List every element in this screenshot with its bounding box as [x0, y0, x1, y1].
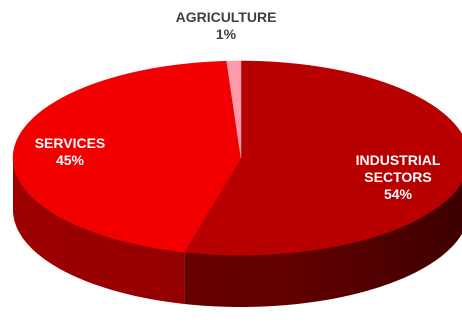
pie-labels: INDUSTRIAL SECTORS 54% AGRICULTURE 1% SERVICE…: [35, 9, 441, 202]
slice-label-industrial-sectors: INDUSTRIAL SECTORS 54%: [356, 152, 441, 202]
pie-sides: [13, 158, 462, 307]
slice-value-label: 1%: [216, 26, 237, 42]
pie-slice-industrial-sectors: [183, 60, 462, 256]
pie-tops: [12, 60, 462, 256]
slice-label-services: SERVICES 45%: [35, 135, 106, 168]
slice-name-label: AGRICULTURE: [176, 9, 277, 25]
slice-name-label: SERVICES: [35, 135, 106, 151]
slice-label-agriculture: AGRICULTURE 1%: [176, 9, 277, 42]
pie-slice-services: [12, 60, 242, 253]
pie-slice-agriculture: [226, 60, 242, 159]
slice-value-label: 54%: [384, 186, 413, 202]
slice-value-label: 45%: [56, 152, 85, 168]
slice-name-label: INDUSTRIAL: [356, 152, 441, 168]
slice-name-label: SECTORS: [364, 169, 431, 185]
pie-side-shading: [13, 158, 462, 307]
